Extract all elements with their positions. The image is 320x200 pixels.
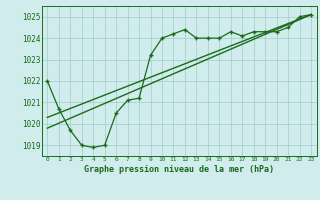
X-axis label: Graphe pression niveau de la mer (hPa): Graphe pression niveau de la mer (hPa)	[84, 165, 274, 174]
